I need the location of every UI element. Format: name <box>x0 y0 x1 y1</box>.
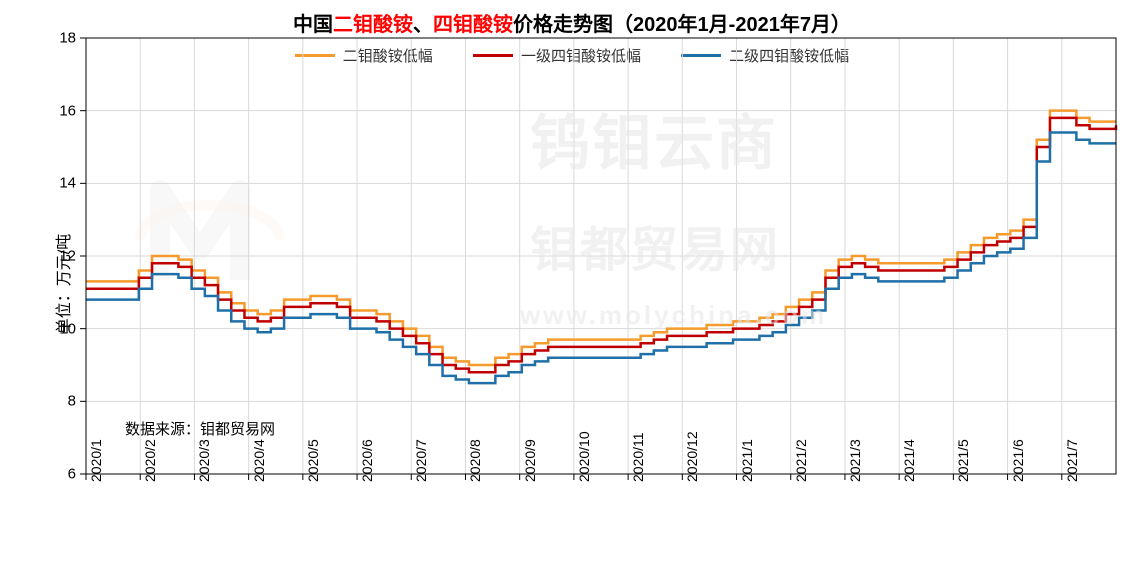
x-tick-label: 2020/9 <box>522 439 538 482</box>
x-tick-label: 2021/5 <box>955 439 971 482</box>
title-suffix: 价格走势图（2020年1月-2021年7月） <box>513 14 851 36</box>
y-tick-label: 8 <box>68 393 76 410</box>
x-tick-label: 2020/8 <box>467 439 483 482</box>
x-tick-label: 2021/4 <box>901 439 917 482</box>
series-line <box>86 118 1116 372</box>
x-tick-label: 2020/12 <box>684 431 700 482</box>
x-tick-label: 2020/4 <box>251 439 267 482</box>
x-tick-label: 2020/2 <box>142 439 158 482</box>
axis-ticks <box>80 38 1062 480</box>
y-tick-label: 6 <box>68 466 76 483</box>
x-tick-label: 2021/3 <box>847 439 863 482</box>
y-tick-label: 14 <box>59 175 76 192</box>
x-tick-label: 2021/7 <box>1064 439 1080 482</box>
x-tick-label: 2020/6 <box>359 439 375 482</box>
y-tick-label: 18 <box>59 30 76 47</box>
plot-svg <box>86 38 1116 474</box>
plot-area: 数据来源：钼都贸易网 钨钼云商 钼都贸易网 www.molychina.com … <box>86 38 1116 474</box>
x-tick-label: 2020/10 <box>576 431 592 482</box>
x-tick-label: 2020/1 <box>88 439 104 482</box>
title-h2: 四钼酸铵 <box>433 14 513 36</box>
y-tick-label: 16 <box>59 102 76 119</box>
x-tick-label: 2021/1 <box>739 439 755 482</box>
series-lines <box>86 111 1116 384</box>
title-sep: 、 <box>413 14 433 36</box>
x-tick-label: 2021/2 <box>793 439 809 482</box>
data-source-label: 数据来源：钼都贸易网 <box>125 418 275 439</box>
gridlines <box>86 38 1116 474</box>
title-prefix: 中国 <box>293 14 333 36</box>
price-chart: 中国二钼酸铵、四钼酸铵价格走势图（2020年1月-2021年7月） 二钼酸铵低幅… <box>0 0 1144 568</box>
title-h1: 二钼酸铵 <box>333 14 413 36</box>
chart-title: 中国二钼酸铵、四钼酸铵价格走势图（2020年1月-2021年7月） <box>0 8 1144 37</box>
x-tick-label: 2020/5 <box>305 439 321 482</box>
y-tick-label: 10 <box>59 320 76 337</box>
x-tick-label: 2021/6 <box>1010 439 1026 482</box>
series-line <box>86 132 1116 383</box>
series-line <box>86 111 1116 365</box>
x-tick-label: 2020/7 <box>413 439 429 482</box>
watermark-logo <box>140 190 280 280</box>
y-tick-label: 12 <box>59 248 76 265</box>
x-tick-label: 2020/3 <box>196 439 212 482</box>
x-tick-label: 2020/11 <box>630 432 646 482</box>
